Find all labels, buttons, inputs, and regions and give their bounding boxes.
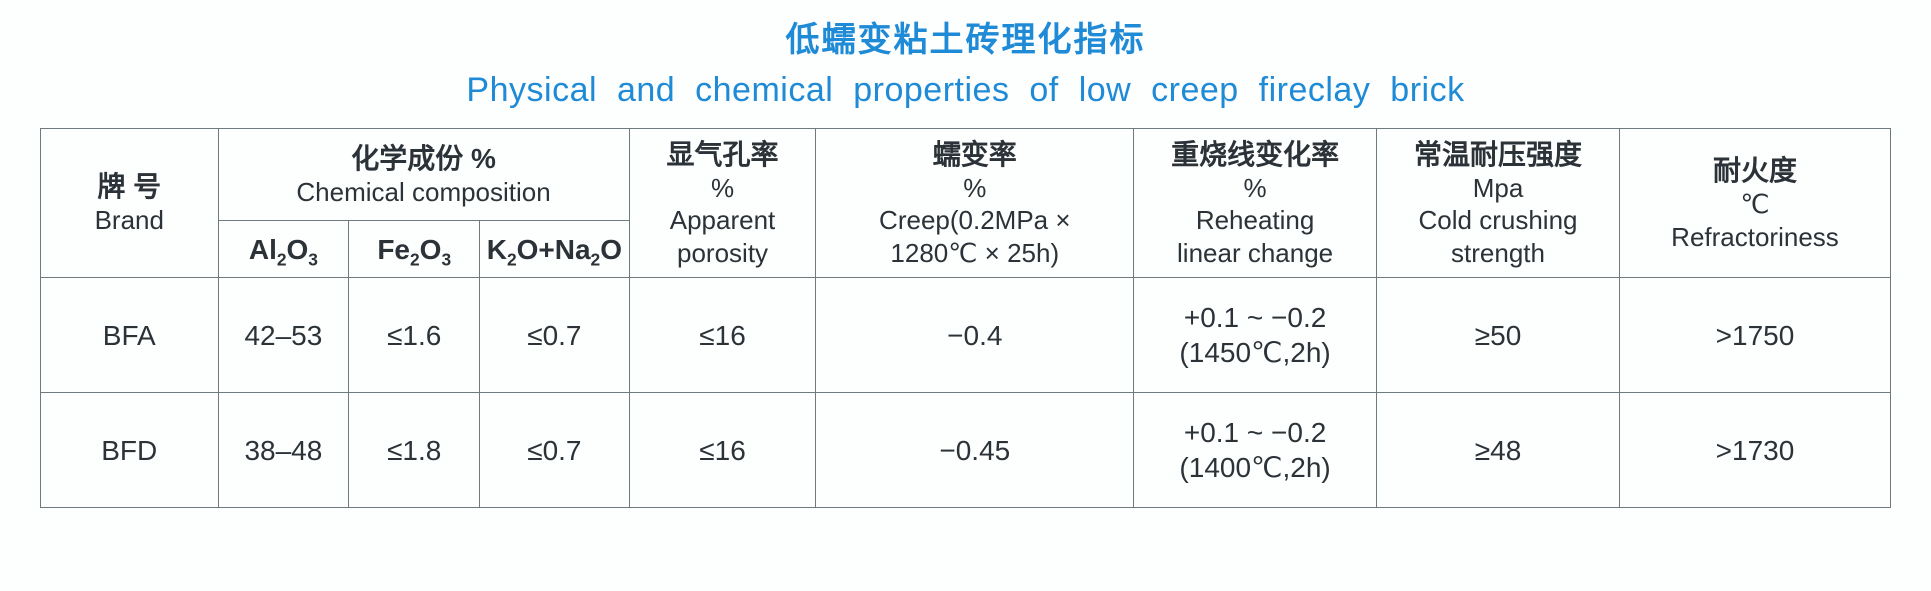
cell-porosity: ≤16 xyxy=(629,278,816,393)
cell-k2o-na2o: ≤0.7 xyxy=(480,278,629,393)
cell-reheating: +0.1 ~ −0.2 (1450℃,2h) xyxy=(1134,278,1377,393)
header-refr-unit: ℃ xyxy=(1626,188,1884,221)
header-ccs-en1: Cold crushing xyxy=(1383,204,1613,237)
header-refr-en: Refractoriness xyxy=(1626,221,1884,254)
header-ccs-cn: 常温耐压强度 xyxy=(1383,137,1613,172)
page-root: 低蠕变粘土砖理化指标 Physical and chemical propert… xyxy=(0,0,1931,548)
cell-creep: −0.45 xyxy=(816,393,1134,508)
header-ccs-unit: Mpa xyxy=(1383,172,1613,205)
table-header: 牌 号 Brand 化学成份 % Chemical composition 显气… xyxy=(41,128,1891,278)
cell-reheating-line1: +0.1 ~ −0.2 xyxy=(1184,302,1326,333)
header-reheating-en1: Reheating xyxy=(1140,204,1370,237)
cell-reheating-line2: (1400℃,2h) xyxy=(1179,452,1330,483)
header-k2o-na2o: K2O+Na2O xyxy=(480,221,629,278)
header-ccs-en2: strength xyxy=(1383,237,1613,270)
cell-reheating: +0.1 ~ −0.2 (1400℃,2h) xyxy=(1134,393,1377,508)
header-reheating-unit: % xyxy=(1140,172,1370,205)
cell-porosity: ≤16 xyxy=(629,393,816,508)
cell-creep: −0.4 xyxy=(816,278,1134,393)
header-creep: 蠕变率 % Creep(0.2MPa × 1280℃ × 25h) xyxy=(816,128,1134,278)
cell-fe2o3: ≤1.8 xyxy=(349,393,480,508)
header-chem-group: 化学成份 % Chemical composition xyxy=(218,128,629,221)
title-block: 低蠕变粘土砖理化指标 Physical and chemical propert… xyxy=(40,18,1891,114)
cell-ccs: ≥50 xyxy=(1377,278,1620,393)
header-porosity-cn: 显气孔率 xyxy=(636,137,810,172)
cell-fe2o3: ≤1.6 xyxy=(349,278,480,393)
header-creep-cn: 蠕变率 xyxy=(822,137,1127,172)
cell-refractoriness: >1750 xyxy=(1619,278,1890,393)
header-creep-en1: Creep(0.2MPa × xyxy=(822,204,1127,237)
header-porosity-en1: Apparent xyxy=(636,204,810,237)
header-ccs: 常温耐压强度 Mpa Cold crushing strength xyxy=(1377,128,1620,278)
cell-al2o3: 38–48 xyxy=(218,393,349,508)
header-brand-cn: 牌 号 xyxy=(47,169,212,204)
cell-reheating-line2: (1450℃,2h) xyxy=(1179,337,1330,368)
title-english: Physical and chemical properties of low … xyxy=(40,68,1891,114)
cell-ccs: ≥48 xyxy=(1377,393,1620,508)
cell-brand: BFD xyxy=(41,393,219,508)
header-porosity-en2: porosity xyxy=(636,237,810,270)
header-fe2o3: Fe2O3 xyxy=(349,221,480,278)
header-chem-cn: 化学成份 % xyxy=(225,141,623,176)
header-brand-en: Brand xyxy=(47,204,212,237)
properties-table: 牌 号 Brand 化学成份 % Chemical composition 显气… xyxy=(40,128,1891,509)
header-refractoriness: 耐火度 ℃ Refractoriness xyxy=(1619,128,1890,278)
title-chinese: 低蠕变粘土砖理化指标 xyxy=(40,18,1891,64)
table-row: BFD 38–48 ≤1.8 ≤0.7 ≤16 −0.45 +0.1 ~ −0.… xyxy=(41,393,1891,508)
cell-refractoriness: >1730 xyxy=(1619,393,1890,508)
header-creep-unit: % xyxy=(822,172,1127,205)
header-refr-cn: 耐火度 xyxy=(1626,153,1884,188)
cell-al2o3: 42–53 xyxy=(218,278,349,393)
header-reheating-cn: 重烧线变化率 xyxy=(1140,137,1370,172)
header-brand: 牌 号 Brand xyxy=(41,128,219,278)
header-porosity: 显气孔率 % Apparent porosity xyxy=(629,128,816,278)
header-reheating: 重烧线变化率 % Reheating linear change xyxy=(1134,128,1377,278)
header-al2o3: Al2O3 xyxy=(218,221,349,278)
table-row: BFA 42–53 ≤1.6 ≤0.7 ≤16 −0.4 +0.1 ~ −0.2… xyxy=(41,278,1891,393)
cell-k2o-na2o: ≤0.7 xyxy=(480,393,629,508)
cell-reheating-line1: +0.1 ~ −0.2 xyxy=(1184,417,1326,448)
header-reheating-en2: linear change xyxy=(1140,237,1370,270)
header-porosity-unit: % xyxy=(636,172,810,205)
header-chem-en: Chemical composition xyxy=(225,176,623,209)
cell-brand: BFA xyxy=(41,278,219,393)
header-creep-en2: 1280℃ × 25h) xyxy=(822,237,1127,270)
table-body: BFA 42–53 ≤1.6 ≤0.7 ≤16 −0.4 +0.1 ~ −0.2… xyxy=(41,278,1891,508)
